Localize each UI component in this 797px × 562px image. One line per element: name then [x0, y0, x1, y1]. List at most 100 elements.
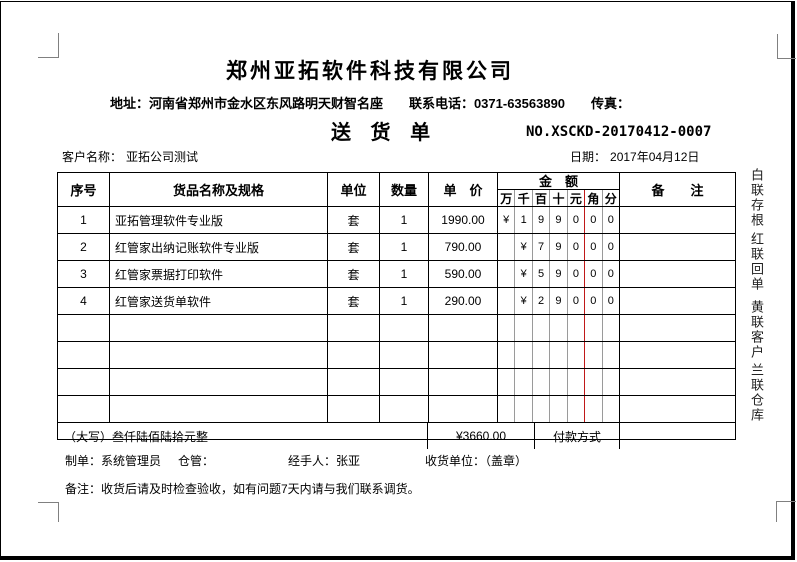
cell-price: 1990.00 [429, 207, 498, 233]
amount-digit [533, 396, 551, 422]
amount-digit [498, 288, 516, 314]
amount-digit [550, 342, 568, 368]
amount-digit [568, 342, 586, 368]
amount-digit [498, 315, 516, 341]
cell-amount-digits [498, 315, 620, 341]
amount-digit: 0 [585, 261, 603, 287]
cell-seq [58, 396, 110, 422]
amount-digit: ¥ [498, 207, 516, 233]
unit-yuan: 元 [568, 189, 586, 206]
print-margin-mark-top-left [38, 33, 59, 58]
cell-name [110, 396, 328, 422]
table-header-row: 序号 货品名称及规格 单位 数量 单 价 金 额 万 千 百 十 元 角 分 备… [58, 173, 735, 207]
summary-row: （大写）叁仟陆佰陆拾元整 ¥3660.00 付款方式 [58, 423, 735, 449]
amount-digit: 0 [568, 234, 586, 260]
amount-digit [568, 396, 586, 422]
unit-fen: 分 [604, 191, 617, 206]
amount-digit [515, 369, 533, 395]
cell-unit: 套 [328, 207, 380, 233]
total-amount: ¥3660.00 [428, 423, 535, 449]
customer-label: 客户名称： [62, 150, 123, 164]
items-table: 序号 货品名称及规格 单位 数量 单 价 金 额 万 千 百 十 元 角 分 备… [57, 172, 736, 449]
header-unit: 单位 [328, 173, 380, 206]
cell-remark [620, 315, 735, 341]
date-line: 日期： 2017年04月12日 [570, 148, 699, 165]
cell-amount-digits [498, 396, 620, 422]
amount-digit [568, 315, 586, 341]
cell-unit: 套 [328, 288, 380, 314]
cell-name [110, 369, 328, 395]
cell-unit: 套 [328, 234, 380, 260]
cell-qty: 1 [380, 234, 429, 260]
amount-digit: 0 [585, 288, 603, 314]
unit-jiao: 角 [585, 189, 603, 206]
cell-remark [620, 207, 735, 233]
cell-price [429, 369, 498, 395]
date-label: 日期： [570, 150, 607, 164]
cell-remark [620, 288, 735, 314]
cell-name: 红管家送货单软件 [110, 288, 328, 314]
amount-digit [603, 315, 619, 341]
document-number: NO.XSCKD-20170412-0007 [526, 124, 712, 140]
amount-digit [585, 315, 603, 341]
cell-amount-digits: ¥5 9 0 0 0 [498, 261, 620, 287]
unit-qian: 千 [515, 189, 533, 206]
amount-digit: ¥ [515, 261, 533, 287]
payment-method-label: 付款方式 [535, 423, 620, 449]
cell-remark [620, 342, 735, 368]
customer-value: 亚拓公司测试 [126, 150, 199, 164]
cell-remark [620, 234, 735, 260]
header-price: 单 价 [429, 173, 498, 206]
amount-digit [498, 261, 516, 287]
copy-label-yellow-customer: 黄联客户 [749, 300, 764, 360]
print-margin-mark-top-right [777, 34, 796, 59]
cell-unit [328, 342, 380, 368]
table-row: 1 亚拓管理软件专业版套 1 1990.00 ¥1 9 9 0 0 0 [58, 207, 735, 234]
cell-remark [620, 369, 735, 395]
amount-digit: 9 [550, 207, 568, 233]
cell-qty [380, 369, 429, 395]
cell-amount-digits: ¥2 9 0 0 0 [498, 288, 620, 314]
cell-amount-digits [498, 369, 620, 395]
cell-qty [380, 342, 429, 368]
cell-unit [328, 396, 380, 422]
cell-qty [380, 315, 429, 341]
amount-digit: 0 [585, 234, 603, 260]
amount-digit [533, 342, 551, 368]
amount-digit: 1 [515, 207, 533, 233]
cell-seq: 3 [58, 261, 110, 287]
amount-digit [550, 396, 568, 422]
cell-seq: 2 [58, 234, 110, 260]
table-row [58, 396, 735, 423]
cell-remark [620, 261, 735, 287]
amount-digit [585, 369, 603, 395]
warehouse-line: 仓管： [178, 454, 215, 468]
amount-digit [603, 369, 619, 395]
maker-line: 制单：系统管理员 [65, 454, 162, 468]
cell-seq [58, 369, 110, 395]
cell-amount-digits: ¥7 9 0 0 0 [498, 234, 620, 260]
amount-digit: 7 [533, 234, 551, 260]
cell-name [110, 342, 328, 368]
amount-digit: 0 [607, 241, 614, 253]
amount-digit [603, 342, 619, 368]
customer-line: 客户名称： 亚拓公司测试 [62, 148, 198, 165]
cell-qty [380, 396, 429, 422]
cell-unit [328, 369, 380, 395]
company-name: 郑州亚拓软件科技有限公司 [226, 60, 514, 83]
amount-digit [515, 315, 533, 341]
cell-qty: 1 [380, 261, 429, 287]
unit-shi: 十 [550, 189, 568, 206]
amount-digit: 0 [607, 214, 614, 226]
cell-amount-digits: ¥1 9 9 0 0 0 [498, 207, 620, 233]
unit-wan: 万 [498, 189, 516, 206]
document-title: 送 货 单 [331, 122, 438, 144]
amount-digit [498, 234, 516, 260]
payment-method-value [620, 423, 735, 449]
amount-digit: ¥ [515, 234, 533, 260]
amount-digit: 9 [550, 261, 568, 287]
cell-price: 790.00 [429, 234, 498, 260]
company-address-line: 地址：河南省郑州市金水区东风路明天财智名座 联系电话：0371-63563890… [109, 96, 631, 111]
date-value: 2017年04月12日 [610, 150, 700, 164]
table-row [58, 369, 735, 396]
